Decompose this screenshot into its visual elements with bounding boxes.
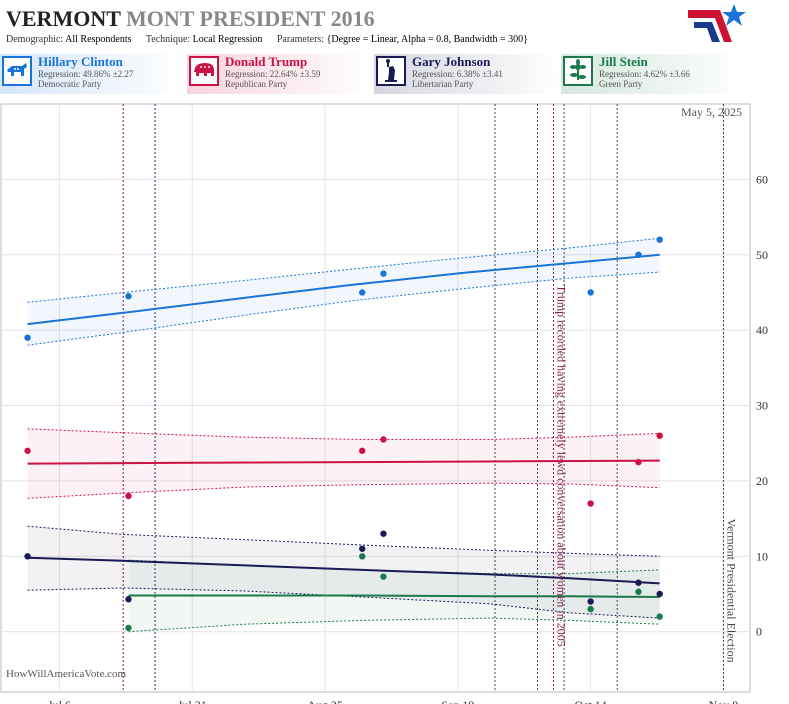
trend-line: [128, 594, 660, 598]
x-tick-label: Nov 8: [709, 698, 739, 704]
technique-label: Technique:: [145, 34, 191, 45]
y-tick-label: 30: [756, 399, 768, 413]
header: VERMONT MONT PRESIDENT 2016 Demographic:…: [0, 0, 789, 50]
candidate-party: Green Party: [599, 79, 643, 89]
y-tick-label: 50: [756, 248, 768, 262]
poll-point: [635, 251, 642, 258]
poll-point: [125, 596, 132, 603]
trend-line: [27, 556, 660, 585]
poll-point: [587, 500, 594, 507]
y-tick-label: 40: [756, 323, 768, 337]
confidence-band: [27, 428, 660, 499]
candidate-legend: Hillary Clinton Regression: 49.86% ±2.27…: [0, 54, 789, 94]
poll-point: [24, 334, 31, 341]
confidence-band: [27, 238, 660, 346]
y-tick-label: 60: [756, 172, 768, 186]
poll-point: [24, 553, 31, 560]
band-lower-line: [128, 617, 660, 633]
band-upper-line: [27, 237, 660, 303]
plot-area: [0, 103, 751, 693]
x-tick-label: Sep 19: [441, 698, 474, 704]
poll-point: [380, 573, 387, 580]
regression-chart: 0 10 20 30 40 50 60 Jul 6 Jul 31 Aug 25 Sep 19 Oct …: [0, 103, 768, 704]
poll-point: [380, 530, 387, 537]
candidate-party: Democratic Party: [38, 79, 102, 89]
parameters-line: Demographic: All Respondents Technique: …: [6, 34, 540, 45]
trend-line: [27, 253, 660, 326]
candidate-regression: Regression: 49.86% ±2.27: [38, 69, 134, 79]
candidate-name: Donald Trump: [225, 54, 308, 69]
candidate-stein[interactable]: Jill Stein Regression: 4.62% ±3.66 Green…: [561, 54, 748, 94]
trend-line: [27, 459, 660, 465]
poll-point: [359, 289, 366, 296]
title-race: MONT PRESIDENT 2016: [126, 6, 375, 31]
liberty-icon: [376, 56, 406, 86]
poll-point: [125, 293, 132, 300]
candidate-trump[interactable]: Donald Trump Regression: 22.64% ±3.59 Re…: [187, 54, 374, 94]
poll-point: [125, 624, 132, 632]
poll-point: [635, 579, 642, 586]
poll-point: [587, 289, 594, 296]
candidate-johnson[interactable]: Gary Johnson Regression: 6.38% ±3.41 Lib…: [374, 54, 561, 94]
date-label: May 5, 2025: [681, 105, 742, 119]
x-tick-label: Oct 14: [574, 698, 606, 704]
poll-point: [380, 436, 387, 443]
event-annotation: Vermont Presidential Election: [724, 519, 738, 663]
elephant-icon: [189, 56, 219, 86]
demographic-value: All Respondents: [65, 34, 132, 45]
candidate-name: Gary Johnson: [412, 54, 491, 69]
page-title: VERMONT MONT PRESIDENT 2016: [6, 6, 375, 32]
y-tick-label: 20: [756, 474, 768, 488]
donkey-icon: [2, 56, 32, 86]
candidate-regression: Regression: 6.38% ±3.41: [412, 69, 503, 79]
title-state: VERMONT: [6, 6, 121, 31]
poll-point: [359, 545, 366, 552]
candidate-name: Hillary Clinton: [38, 54, 123, 69]
site-logo-icon[interactable]: [686, 2, 748, 50]
candidate-party: Libertarian Party: [412, 79, 474, 89]
poll-point: [587, 605, 594, 613]
poll-point: [125, 492, 132, 500]
confidence-band: [27, 526, 660, 619]
y-tick-label: 0: [756, 625, 762, 639]
parameters-value: {Degree = Linear, Alpha = 0.8, Bandwidth…: [326, 34, 528, 45]
band-lower-line: [27, 271, 660, 346]
poll-point: [24, 447, 31, 454]
x-tick-label: Jul 6: [48, 698, 71, 704]
poll-point: [635, 588, 642, 595]
poll-point: [359, 553, 366, 560]
candidate-regression: Regression: 4.62% ±3.66: [599, 69, 690, 79]
technique-value: Local Regression: [192, 34, 263, 45]
poll-point: [587, 598, 594, 605]
poll-point: [635, 458, 642, 466]
x-tick-label: Aug 25: [307, 698, 343, 704]
candidate-regression: Regression: 22.64% ±3.59: [225, 69, 321, 79]
poll-point: [656, 590, 663, 598]
poll-point: [656, 432, 663, 439]
event-annotation: Trump recorded having extremely lewd con…: [554, 285, 568, 647]
site-credit: HowWillAmericaVote.com: [6, 668, 127, 680]
poll-point: [380, 270, 387, 277]
demographic-label: Demographic:: [6, 34, 64, 45]
parameters-label: Parameters:: [276, 34, 325, 45]
candidate-party: Republican Party: [225, 79, 288, 89]
y-tick-label: 10: [756, 549, 768, 563]
candidate-name: Jill Stein: [599, 54, 648, 69]
x-tick-label: Jul 31: [178, 698, 207, 704]
poll-point: [359, 447, 366, 454]
poll-point: [656, 613, 663, 620]
flower-icon: [563, 56, 593, 86]
poll-point: [656, 236, 663, 243]
candidate-clinton[interactable]: Hillary Clinton Regression: 49.86% ±2.27…: [0, 54, 187, 94]
